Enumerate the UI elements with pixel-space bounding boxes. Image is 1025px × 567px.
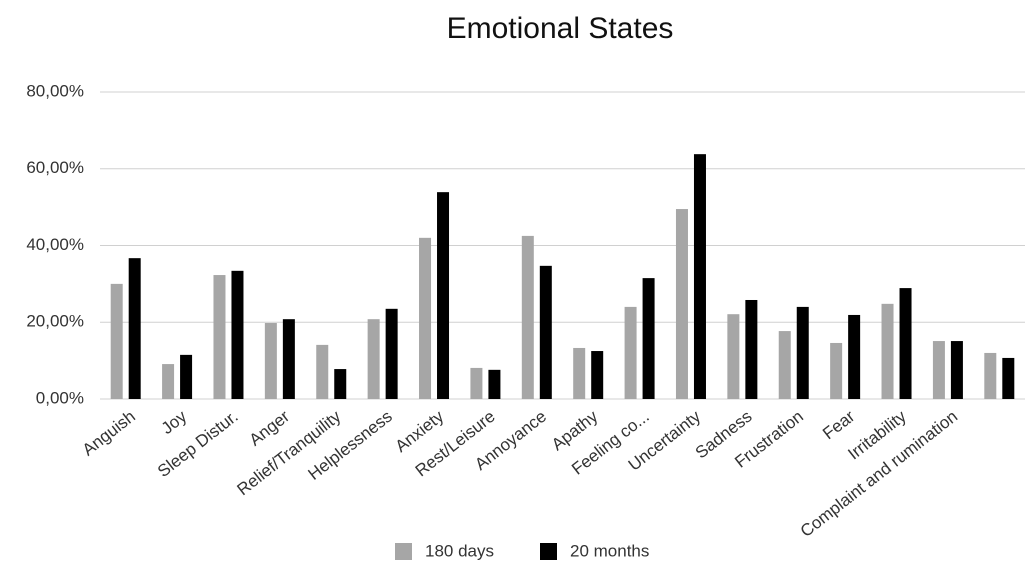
bar — [213, 275, 226, 399]
bar — [521, 235, 534, 399]
bar — [264, 323, 277, 399]
bar — [419, 237, 432, 399]
x-tick-label: Fear — [819, 407, 859, 444]
bar — [642, 278, 655, 399]
bar — [675, 209, 688, 399]
bar — [591, 351, 604, 399]
legend-swatch — [540, 543, 557, 560]
legend-swatch — [395, 543, 412, 560]
x-tick-label: Anguish — [79, 407, 139, 460]
y-tick-label: 60,00% — [26, 158, 84, 177]
bar — [932, 341, 945, 399]
bar — [110, 283, 123, 399]
y-tick-label: 40,00% — [26, 235, 84, 254]
legend-label: 20 months — [570, 541, 649, 560]
bar — [573, 347, 586, 399]
bar — [488, 369, 501, 399]
y-tick-label: 0,00% — [36, 388, 84, 407]
bar — [385, 308, 398, 399]
bar — [539, 265, 552, 399]
bar — [899, 288, 912, 399]
chart-title: Emotional States — [447, 12, 674, 45]
bar — [624, 306, 637, 399]
bar — [796, 306, 809, 399]
bar — [437, 192, 450, 399]
bar — [180, 354, 193, 399]
bar — [162, 364, 175, 399]
bar — [693, 154, 706, 399]
bar — [282, 319, 295, 399]
bar — [367, 319, 380, 399]
bar — [984, 352, 997, 399]
legend-label: 180 days — [425, 541, 494, 560]
bar — [128, 258, 141, 399]
bar — [1002, 357, 1015, 399]
bar — [727, 314, 740, 399]
bar — [778, 331, 791, 399]
x-tick-label: Joy — [158, 406, 191, 438]
bar — [848, 314, 861, 399]
bar — [745, 299, 758, 399]
bar — [231, 270, 244, 399]
bar — [470, 367, 483, 399]
bar — [950, 341, 963, 399]
bar — [881, 303, 894, 399]
y-tick-label: 80,00% — [26, 81, 84, 100]
bar — [334, 369, 347, 399]
bar — [830, 342, 843, 399]
y-tick-label: 20,00% — [26, 312, 84, 331]
bar — [316, 344, 329, 399]
